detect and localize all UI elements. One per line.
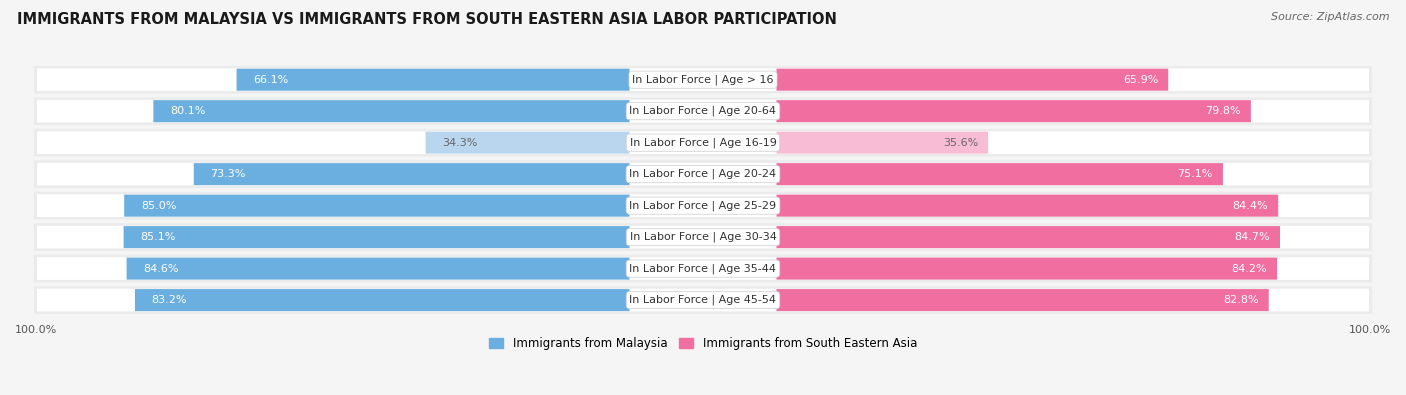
FancyBboxPatch shape [37, 257, 1369, 280]
Text: IMMIGRANTS FROM MALAYSIA VS IMMIGRANTS FROM SOUTH EASTERN ASIA LABOR PARTICIPATI: IMMIGRANTS FROM MALAYSIA VS IMMIGRANTS F… [17, 12, 837, 27]
Text: 84.7%: 84.7% [1234, 232, 1270, 242]
Text: 35.6%: 35.6% [943, 138, 979, 148]
FancyBboxPatch shape [34, 255, 1372, 282]
FancyBboxPatch shape [37, 194, 1369, 217]
FancyBboxPatch shape [194, 163, 630, 185]
Text: In Labor Force | Age 20-64: In Labor Force | Age 20-64 [630, 106, 776, 117]
Text: 100.0%: 100.0% [1348, 325, 1391, 335]
Text: 73.3%: 73.3% [211, 169, 246, 179]
Text: 80.1%: 80.1% [170, 106, 205, 116]
FancyBboxPatch shape [426, 132, 630, 154]
FancyBboxPatch shape [153, 100, 630, 122]
FancyBboxPatch shape [34, 129, 1372, 156]
Text: 79.8%: 79.8% [1205, 106, 1241, 116]
Text: In Labor Force | Age 20-24: In Labor Force | Age 20-24 [630, 169, 776, 179]
FancyBboxPatch shape [34, 160, 1372, 188]
FancyBboxPatch shape [34, 192, 1372, 220]
FancyBboxPatch shape [34, 286, 1372, 314]
FancyBboxPatch shape [236, 69, 630, 91]
FancyBboxPatch shape [127, 258, 630, 280]
Text: 84.6%: 84.6% [143, 263, 179, 274]
Text: In Labor Force | Age 25-29: In Labor Force | Age 25-29 [630, 200, 776, 211]
Text: Source: ZipAtlas.com: Source: ZipAtlas.com [1271, 12, 1389, 22]
Text: 85.0%: 85.0% [141, 201, 176, 211]
Text: 84.2%: 84.2% [1232, 263, 1267, 274]
FancyBboxPatch shape [37, 289, 1369, 311]
Text: In Labor Force | Age > 16: In Labor Force | Age > 16 [633, 74, 773, 85]
FancyBboxPatch shape [34, 66, 1372, 94]
FancyBboxPatch shape [776, 226, 1279, 248]
FancyBboxPatch shape [34, 223, 1372, 251]
FancyBboxPatch shape [776, 100, 1251, 122]
FancyBboxPatch shape [37, 68, 1369, 91]
FancyBboxPatch shape [776, 163, 1223, 185]
Text: 100.0%: 100.0% [15, 325, 58, 335]
Text: 66.1%: 66.1% [253, 75, 288, 85]
Text: In Labor Force | Age 45-54: In Labor Force | Age 45-54 [630, 295, 776, 305]
Text: In Labor Force | Age 16-19: In Labor Force | Age 16-19 [630, 137, 776, 148]
FancyBboxPatch shape [37, 226, 1369, 248]
Text: 83.2%: 83.2% [152, 295, 187, 305]
Text: 65.9%: 65.9% [1123, 75, 1159, 85]
Text: In Labor Force | Age 30-34: In Labor Force | Age 30-34 [630, 232, 776, 243]
Legend: Immigrants from Malaysia, Immigrants from South Eastern Asia: Immigrants from Malaysia, Immigrants fro… [484, 332, 922, 355]
FancyBboxPatch shape [776, 258, 1277, 280]
FancyBboxPatch shape [37, 163, 1369, 186]
Text: 84.4%: 84.4% [1233, 201, 1268, 211]
FancyBboxPatch shape [124, 226, 630, 248]
FancyBboxPatch shape [776, 132, 988, 154]
FancyBboxPatch shape [37, 100, 1369, 122]
Text: 75.1%: 75.1% [1178, 169, 1213, 179]
Text: In Labor Force | Age 35-44: In Labor Force | Age 35-44 [630, 263, 776, 274]
Text: 85.1%: 85.1% [141, 232, 176, 242]
FancyBboxPatch shape [37, 131, 1369, 154]
Text: 34.3%: 34.3% [443, 138, 478, 148]
FancyBboxPatch shape [776, 69, 1168, 91]
FancyBboxPatch shape [776, 195, 1278, 216]
FancyBboxPatch shape [776, 289, 1268, 311]
FancyBboxPatch shape [34, 97, 1372, 125]
Text: 82.8%: 82.8% [1223, 295, 1258, 305]
FancyBboxPatch shape [135, 289, 630, 311]
FancyBboxPatch shape [124, 195, 630, 216]
